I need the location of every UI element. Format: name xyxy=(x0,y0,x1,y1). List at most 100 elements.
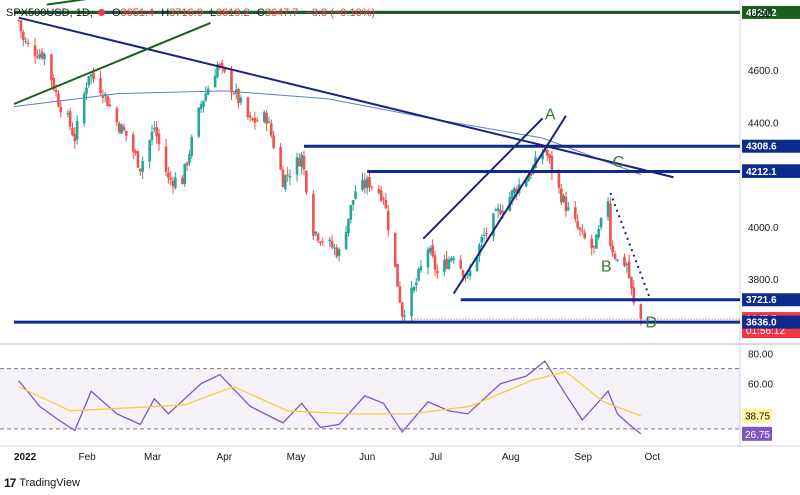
low-label: L xyxy=(209,7,217,19)
candle-body xyxy=(316,233,320,241)
symbol-label[interactable]: SPX500USD, 1D, xyxy=(6,7,93,19)
candle-body xyxy=(71,128,74,136)
candle-body xyxy=(213,75,217,88)
candle-body xyxy=(527,176,530,182)
candle-body xyxy=(595,234,598,249)
annotation-D: D xyxy=(645,315,657,332)
candle-body xyxy=(349,205,353,220)
candle-body xyxy=(365,178,369,189)
candle-body xyxy=(321,241,325,243)
candle-body xyxy=(68,111,72,127)
level-badge-label: 4308.6 xyxy=(746,142,777,153)
high-label: H xyxy=(161,7,170,19)
candle-body xyxy=(541,153,544,160)
brand[interactable]: 17 TradingView xyxy=(4,476,80,490)
candle-body xyxy=(510,190,514,199)
candle-body xyxy=(246,97,250,118)
candle-body xyxy=(419,266,423,271)
candle-body xyxy=(66,113,70,115)
candle-body xyxy=(141,161,144,172)
time-tick-label: Jun xyxy=(359,452,375,463)
trendline-early-channel-upper xyxy=(46,0,87,6)
rsi-ma-line xyxy=(18,370,642,417)
candle-body xyxy=(92,72,95,80)
candle-body xyxy=(361,179,364,190)
candle-body xyxy=(232,93,236,95)
candle-body xyxy=(319,241,322,243)
candle-body xyxy=(630,276,633,289)
candle-body xyxy=(609,203,612,246)
candle-body xyxy=(386,210,390,231)
candle-body xyxy=(131,134,135,152)
time-tick-label: Jul xyxy=(429,452,442,463)
candle-body xyxy=(578,227,582,231)
price-tick-label: 4400.0 xyxy=(748,118,779,129)
candle-body xyxy=(426,249,430,268)
candle-body xyxy=(396,263,399,287)
candle-body xyxy=(485,233,488,235)
candle-body xyxy=(611,245,615,253)
candle-body xyxy=(230,70,233,93)
candle-body xyxy=(302,156,306,170)
candle-body xyxy=(216,64,219,77)
candle-body xyxy=(337,249,341,256)
trendline-descending xyxy=(18,16,674,179)
candle-body xyxy=(52,77,56,90)
level-badge xyxy=(742,5,800,19)
price-tick-label: 4000.0 xyxy=(748,223,779,234)
candle-body xyxy=(89,74,93,77)
candle-body xyxy=(38,54,42,58)
candle-body xyxy=(312,193,315,236)
currency-label[interactable]: USD xyxy=(750,8,774,20)
high-value: 3716.0 xyxy=(169,7,203,19)
time-tick-label: May xyxy=(287,452,306,463)
candle-body xyxy=(134,151,137,154)
time-tick-label: Apr xyxy=(216,452,232,463)
rsi-badge xyxy=(742,426,772,441)
candle-body xyxy=(87,75,91,86)
candle-body xyxy=(314,231,318,234)
candle-body xyxy=(17,19,20,21)
candle-body xyxy=(286,174,289,176)
candle-body xyxy=(412,286,416,291)
candle-body xyxy=(414,282,418,286)
open-value: 3651.4 xyxy=(120,7,155,19)
candle-body xyxy=(400,302,404,317)
candle-body xyxy=(33,45,37,57)
candle-body xyxy=(185,162,189,166)
candle-body xyxy=(581,230,584,232)
candle-body xyxy=(157,133,161,145)
candle-body xyxy=(623,256,626,267)
candle-body xyxy=(576,220,579,228)
candle-body xyxy=(335,247,339,257)
candle-body xyxy=(333,247,336,249)
candle-body xyxy=(548,154,551,159)
candle-body xyxy=(108,104,112,107)
candle-body xyxy=(253,117,257,123)
candle-body xyxy=(22,32,25,40)
candle-body xyxy=(197,107,201,137)
candle-body xyxy=(354,191,357,200)
candle-body xyxy=(115,108,119,123)
candle-body xyxy=(181,177,184,185)
candle-body xyxy=(36,56,39,58)
candle-body xyxy=(398,286,402,303)
candle-body xyxy=(410,287,413,317)
trendline-rising-channel-lower xyxy=(452,115,567,295)
candle-body xyxy=(122,126,126,131)
annotation-B: B xyxy=(601,258,612,275)
candle-body xyxy=(40,51,44,59)
candle-body xyxy=(220,62,224,67)
candle-body xyxy=(429,247,432,253)
open-label: O xyxy=(111,7,121,19)
market-status-dot xyxy=(97,9,105,16)
candle-body xyxy=(379,190,383,201)
time-tick-label: Mar xyxy=(144,452,162,463)
candle-body xyxy=(295,157,299,175)
candle-body xyxy=(188,154,191,164)
candle-body xyxy=(436,270,439,274)
rsi-band xyxy=(0,368,740,429)
candle-body xyxy=(117,123,121,132)
candle-body xyxy=(169,177,173,180)
